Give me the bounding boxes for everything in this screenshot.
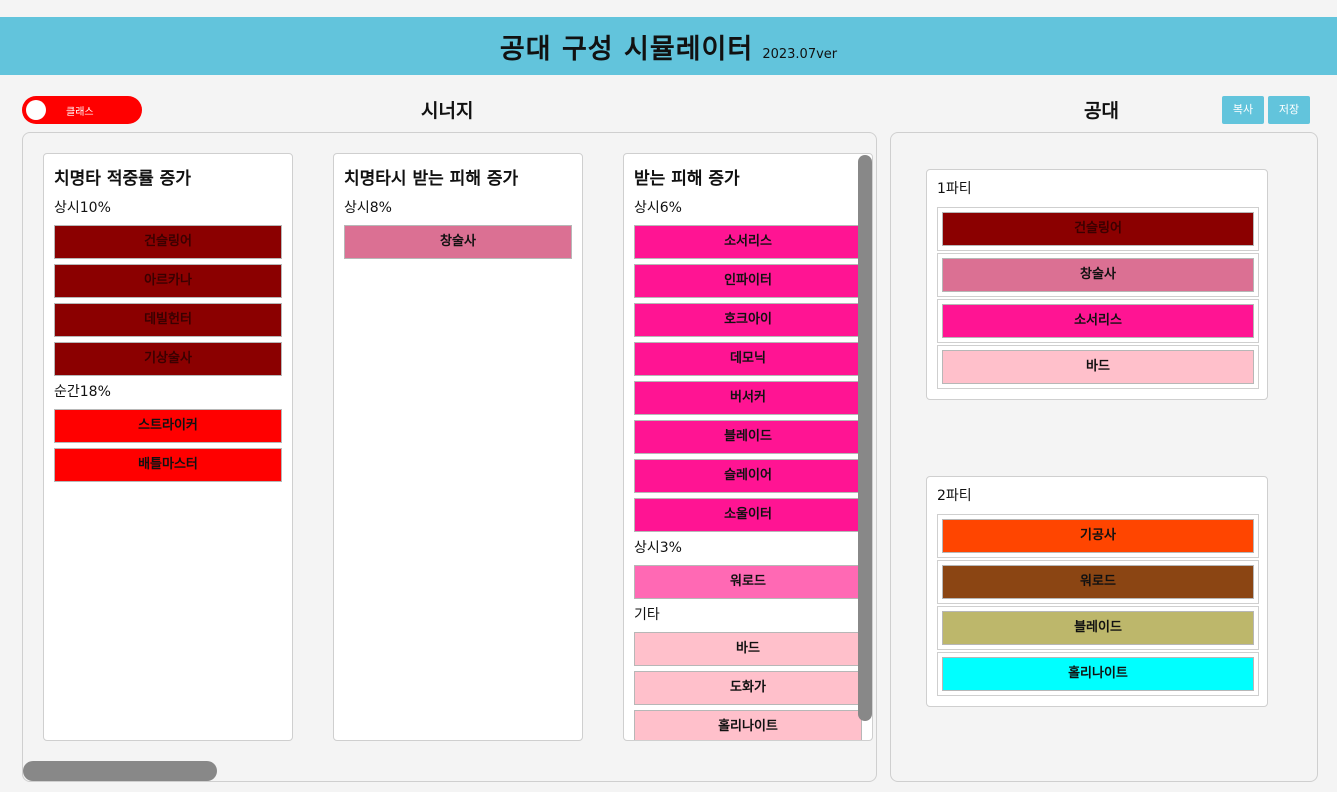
synergy-group-label: 상시10% bbox=[54, 200, 111, 216]
synergy-card-title: 받는 피해 증가 bbox=[634, 169, 740, 189]
synergy-group-label: 순간18% bbox=[54, 384, 111, 400]
synergy-group-label: 상시8% bbox=[344, 200, 392, 216]
party-member-chip[interactable]: 워로드 bbox=[942, 565, 1254, 599]
class-chip[interactable]: 슬레이어 bbox=[634, 459, 862, 493]
party-slot[interactable]: 워로드 bbox=[937, 560, 1259, 604]
vertical-scrollbar[interactable] bbox=[858, 155, 872, 721]
app-title: 공대 구성 시뮬레이터 bbox=[499, 34, 754, 65]
class-chip[interactable]: 인파이터 bbox=[634, 264, 862, 298]
party-title: 1파티 bbox=[937, 181, 972, 197]
app-version: 2023.07ver bbox=[762, 47, 838, 62]
class-chip[interactable]: 소울이터 bbox=[634, 498, 862, 532]
synergy-title: 시너지 bbox=[421, 100, 474, 122]
party-member-chip[interactable]: 블레이드 bbox=[942, 611, 1254, 645]
class-chip[interactable]: 기상술사 bbox=[54, 342, 282, 376]
synergy-group-label: 상시6% bbox=[634, 200, 682, 216]
class-chip[interactable]: 홀리나이트 bbox=[634, 710, 862, 740]
class-chip[interactable]: 데빌헌터 bbox=[54, 303, 282, 337]
party-slot[interactable]: 건슬링어 bbox=[937, 207, 1259, 251]
synergy-group-label: 상시3% bbox=[634, 540, 682, 556]
party-slot[interactable]: 기공사 bbox=[937, 514, 1259, 558]
synergy-card-title: 치명타시 받는 피해 증가 bbox=[344, 169, 519, 189]
party-member-chip[interactable]: 기공사 bbox=[942, 519, 1254, 553]
class-chip[interactable]: 창술사 bbox=[344, 225, 572, 259]
class-chip[interactable]: 건슬링어 bbox=[54, 225, 282, 259]
raid-title: 공대 bbox=[1084, 100, 1119, 122]
class-chip[interactable]: 소서리스 bbox=[634, 225, 862, 259]
class-chip[interactable]: 배틀마스터 bbox=[54, 448, 282, 482]
class-chip[interactable]: 데모닉 bbox=[634, 342, 862, 376]
party-slot[interactable]: 홀리나이트 bbox=[937, 652, 1259, 696]
party-slot[interactable]: 바드 bbox=[937, 345, 1259, 389]
party-member-chip[interactable]: 소서리스 bbox=[942, 304, 1254, 338]
synergy-card-title: 치명타 적중률 증가 bbox=[54, 169, 191, 189]
class-chip[interactable]: 스트라이커 bbox=[54, 409, 282, 443]
class-chip[interactable]: 블레이드 bbox=[634, 420, 862, 454]
party-slot[interactable]: 창술사 bbox=[937, 253, 1259, 297]
class-chip[interactable]: 워로드 bbox=[634, 565, 862, 599]
class-chip[interactable]: 도화가 bbox=[634, 671, 862, 705]
app-header: 공대 구성 시뮬레이터 2023.07ver bbox=[0, 17, 1337, 75]
horizontal-scrollbar[interactable] bbox=[23, 761, 217, 781]
toggle-knob bbox=[26, 100, 46, 120]
party-title: 2파티 bbox=[937, 488, 972, 504]
save-button[interactable]: 저장 bbox=[1268, 96, 1310, 124]
party-member-chip[interactable]: 창술사 bbox=[942, 258, 1254, 292]
copy-button[interactable]: 복사 bbox=[1222, 96, 1264, 124]
class-chip[interactable]: 버서커 bbox=[634, 381, 862, 415]
party-member-chip[interactable]: 홀리나이트 bbox=[942, 657, 1254, 691]
party-member-chip[interactable]: 건슬링어 bbox=[942, 212, 1254, 246]
class-chip[interactable]: 바드 bbox=[634, 632, 862, 666]
class-toggle[interactable]: 클래스 bbox=[22, 96, 142, 124]
toggle-label: 클래스 bbox=[66, 107, 94, 118]
party-slot[interactable]: 블레이드 bbox=[937, 606, 1259, 650]
party-member-chip[interactable]: 바드 bbox=[942, 350, 1254, 384]
party-slot[interactable]: 소서리스 bbox=[937, 299, 1259, 343]
class-chip[interactable]: 아르카나 bbox=[54, 264, 282, 298]
synergy-group-label: 기타 bbox=[634, 607, 660, 623]
class-chip[interactable]: 호크아이 bbox=[634, 303, 862, 337]
